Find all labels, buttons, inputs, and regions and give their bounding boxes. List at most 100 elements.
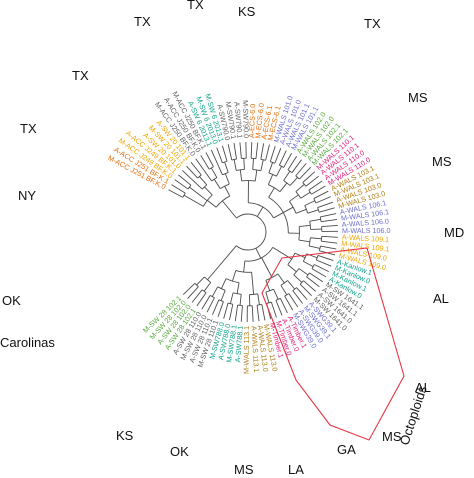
tree-branch (234, 304, 239, 322)
tree-branch (303, 280, 316, 292)
tree-node-arc (217, 286, 226, 291)
tree-branch (309, 272, 324, 283)
tree-branch (239, 142, 242, 159)
tree-node-arc (293, 268, 300, 276)
tree-branch (278, 150, 287, 166)
leaf-label: A-SW788.1 (233, 325, 245, 362)
region-label: TX (187, 0, 204, 12)
tree-branch (310, 237, 322, 240)
tree-node-arc (231, 158, 237, 161)
tree-branch (236, 282, 240, 294)
tree-branch (287, 156, 298, 171)
tree-branch (178, 174, 192, 186)
tree-branch (239, 169, 243, 181)
tree-node-arc (319, 216, 322, 222)
region-label: OK (2, 293, 21, 308)
region-label: MD (444, 225, 464, 240)
tree-branch (224, 161, 229, 173)
region-label: TX (134, 14, 151, 29)
tree-branch (279, 182, 288, 192)
tree-branch (210, 149, 223, 176)
tree-branch (191, 289, 203, 303)
tree-node-arc (275, 297, 281, 301)
tree-node-arc (313, 198, 317, 204)
tree-branch (265, 144, 270, 161)
tree-branch (274, 148, 282, 164)
tree-branch (174, 179, 189, 190)
tree-branch (206, 297, 215, 313)
tree-branch (171, 184, 186, 194)
tree-branch (187, 286, 199, 299)
tree-node-arc (235, 270, 252, 273)
tree-branch (250, 142, 253, 159)
tree-branch (265, 291, 270, 303)
tree-node-arc (211, 177, 218, 182)
tree-branch (256, 305, 260, 322)
tree-branch (295, 184, 305, 192)
tree-branch (205, 152, 214, 167)
region-labels: TX TX KS TX MS MS MD AL AL MS GA LA MS OK KS Carolinas O… (0, 0, 464, 477)
tree-branch (293, 274, 303, 283)
tree-branch (311, 185, 326, 195)
region-label: TX (20, 121, 37, 136)
tree-node-arc (236, 169, 245, 171)
region-label: MS (408, 90, 428, 105)
tree-branch (276, 166, 282, 177)
tree-node-arc (317, 207, 320, 213)
tree-branch (287, 264, 297, 273)
region-label: MS (234, 462, 254, 477)
leaf-label: A-SW790.1 (232, 101, 244, 138)
tree-branch (207, 199, 217, 208)
tree-branch (190, 162, 202, 176)
tree-branch (255, 247, 262, 259)
leaf-label: M-WALS 113.1 (242, 326, 251, 374)
tree-branch (220, 278, 227, 289)
tree-branch (213, 179, 221, 189)
tree-branch (254, 169, 258, 182)
region-label: GA (337, 442, 356, 457)
tree-branch (212, 299, 220, 315)
tree-node-arc (237, 304, 243, 307)
tree-branch (320, 245, 337, 250)
tree-branch (308, 180, 323, 191)
leaf-label: A-WALS 113.1 (249, 326, 261, 373)
region-label: NY (18, 188, 36, 203)
tree-branch (296, 287, 308, 301)
tree-branch (199, 176, 208, 186)
tree-branch (211, 286, 219, 297)
tree-branch (314, 264, 330, 273)
tree-branch (299, 224, 311, 227)
leaf-label: M-ECS-6.0 (253, 103, 266, 139)
tree-branch (196, 276, 205, 286)
tree-branch (229, 304, 234, 321)
region-label: AL (433, 291, 449, 306)
tree-branch (284, 295, 294, 311)
tree-node-arc (308, 237, 311, 247)
tree-node-arc (289, 201, 297, 214)
tree-node-arc (244, 247, 274, 262)
tree-node-arc (268, 196, 289, 234)
tree-branch (308, 245, 321, 249)
tree-node-arc (248, 202, 274, 219)
tree-branch (223, 302, 229, 319)
tree-branch (227, 144, 233, 161)
region-label: LA (288, 462, 304, 477)
tree-branch (251, 305, 254, 322)
tree-branch (321, 224, 338, 228)
tree-branch (306, 276, 320, 288)
tree-node-arc (201, 289, 207, 294)
tree-branch (261, 257, 273, 278)
tree-node-arc (249, 293, 258, 296)
tree-branch (265, 280, 271, 291)
tree-node-arc (201, 184, 208, 190)
region-label: KS (238, 4, 256, 19)
tree-branch (257, 293, 260, 305)
tree-branch (288, 293, 299, 308)
tree-branch (233, 159, 237, 171)
tree-node-arc (280, 280, 288, 286)
tree-node-arc (306, 272, 310, 278)
tree-branch (243, 158, 245, 170)
tree-branch (224, 173, 230, 185)
tree-node-arc (287, 169, 293, 174)
